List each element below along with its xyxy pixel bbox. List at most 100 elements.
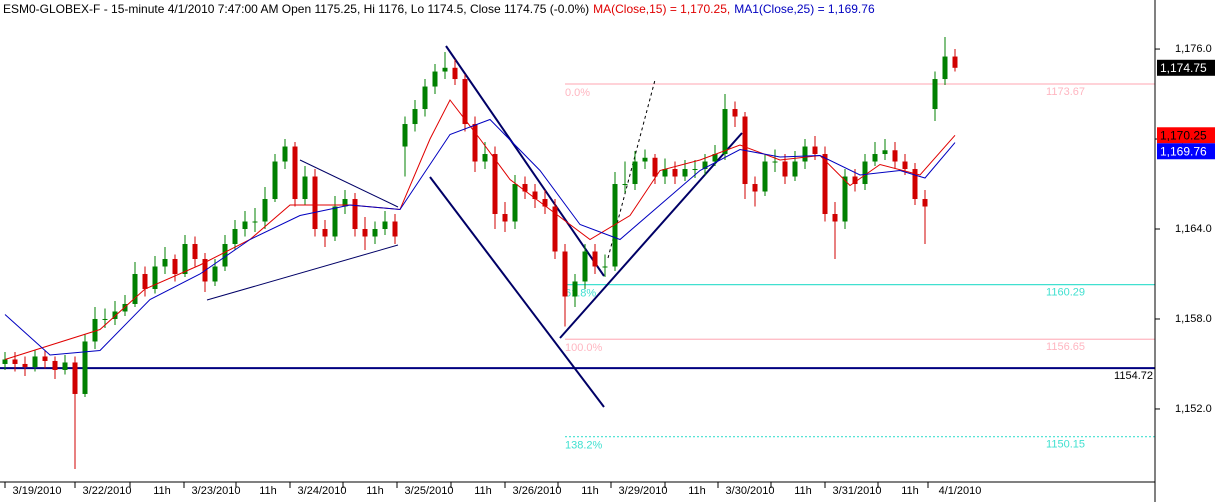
- candle-body: [122, 303, 128, 312]
- candle-body: [522, 184, 528, 192]
- candle-body: [452, 67, 458, 80]
- candle-body: [442, 67, 448, 72]
- candle-body: [92, 318, 98, 342]
- x-tick-label: 3/23/2010: [192, 485, 241, 497]
- candle-body: [42, 356, 48, 361]
- price-tag: [1157, 143, 1215, 160]
- candle-body: [752, 184, 758, 192]
- price-tag-label: 1,174.75: [1160, 61, 1207, 75]
- x-tick-label: 11h: [153, 485, 171, 497]
- x-tick-label: 11h: [474, 485, 492, 497]
- y-tick-label: 1,152.0: [1175, 403, 1212, 415]
- candle-body: [2, 359, 8, 364]
- trend-line: [559, 132, 743, 339]
- candle-body: [462, 79, 468, 125]
- candle-body: [282, 146, 288, 162]
- candle-body: [782, 161, 788, 177]
- candle-body: [512, 184, 518, 222]
- candle-body: [912, 169, 918, 200]
- price-tag: [1157, 59, 1215, 76]
- candle-body: [32, 356, 38, 367]
- candle-body: [702, 161, 708, 170]
- candle-body: [562, 251, 568, 297]
- x-tick-label: 3/19/2010: [13, 485, 62, 497]
- candle-body: [182, 243, 188, 274]
- y-tick-label: 1,158.0: [1175, 313, 1212, 325]
- candle-body: [402, 124, 408, 147]
- candle-body: [312, 176, 318, 230]
- candle-body: [292, 146, 298, 200]
- candle-body: [262, 199, 268, 222]
- candle-body: [52, 360, 58, 370]
- candle-body: [362, 229, 368, 237]
- candle-body: [302, 176, 308, 200]
- candle-body: [12, 359, 18, 364]
- candle-body: [242, 221, 248, 230]
- candle-body: [152, 266, 158, 289]
- candle-body: [642, 157, 648, 162]
- x-tick-label: 11h: [581, 485, 599, 497]
- candle-body: [392, 221, 398, 237]
- level-value-label: 1150.15: [1046, 439, 1085, 451]
- candle-body: [572, 281, 578, 297]
- candle-body: [932, 79, 938, 110]
- candle-body: [212, 266, 218, 282]
- trend-line: [445, 45, 605, 277]
- x-tick-label: 3/30/2010: [726, 485, 775, 497]
- candle-body: [872, 154, 878, 162]
- moving-averages: [4, 99, 956, 360]
- candle-body: [852, 176, 858, 185]
- candle-body: [922, 199, 928, 207]
- candle-body: [492, 154, 498, 215]
- trend-lines: [206, 45, 743, 408]
- y-tick-label: 1,176.0: [1175, 43, 1212, 55]
- axes: 1,152.01,158.01,164.01,170.01,176.03/19/…: [4, 43, 1215, 497]
- trend-line: [429, 176, 605, 408]
- level-label: 0.0%: [565, 87, 590, 99]
- candle-body: [192, 243, 198, 259]
- candle-body: [432, 71, 438, 87]
- level-label: 100.0%: [565, 342, 603, 354]
- candle-body: [162, 258, 168, 267]
- candle-body: [72, 362, 78, 394]
- price-tag: [1157, 127, 1215, 144]
- x-tick-label: 11h: [366, 485, 384, 497]
- candle-body: [112, 311, 118, 319]
- x-tick-label: 3/31/2010: [833, 485, 882, 497]
- level-value-label: 1154.72: [1114, 370, 1153, 382]
- candle-body: [102, 318, 108, 320]
- candle-body: [832, 214, 838, 222]
- candle-body: [672, 169, 678, 177]
- candle-body: [252, 221, 258, 223]
- candle-body: [172, 258, 178, 274]
- candle-body: [342, 199, 348, 207]
- candle-body: [772, 161, 778, 163]
- ma-line: [4, 118, 956, 356]
- trend-line: [206, 244, 399, 301]
- candle-body: [422, 86, 428, 110]
- candle-body: [662, 169, 668, 177]
- candle-body: [232, 229, 238, 244]
- chart-title: ESM0-GLOBEX-F - 15-minute 4/1/2010 7:47:…: [3, 2, 590, 16]
- x-tick-label: 4/1/2010: [939, 485, 982, 497]
- x-tick-label: 3/29/2010: [619, 485, 668, 497]
- y-tick-label: 1,164.0: [1175, 223, 1212, 235]
- candle-body: [482, 154, 488, 162]
- candle-body: [62, 362, 68, 370]
- level-value-label: 1173.67: [1046, 86, 1085, 98]
- candle-body: [372, 229, 378, 237]
- candle-body: [82, 341, 88, 394]
- candle-body: [822, 154, 828, 215]
- candle-body: [792, 161, 798, 177]
- trend-line: [299, 159, 399, 208]
- candle-body: [322, 229, 328, 237]
- x-tick-label: 3/22/2010: [83, 485, 132, 497]
- levels: 0.0% 1173.67 61.8% 1160.29 100.0% 1156.65 138.…: [0, 83, 1155, 452]
- candle-body: [732, 109, 738, 117]
- candle-body: [692, 169, 698, 171]
- x-tick-label: 3/25/2010: [405, 485, 454, 497]
- candle-body: [472, 124, 478, 162]
- x-tick-label: 11h: [259, 485, 277, 497]
- candle-body: [622, 184, 628, 186]
- x-tick-label: 3/26/2010: [513, 485, 562, 497]
